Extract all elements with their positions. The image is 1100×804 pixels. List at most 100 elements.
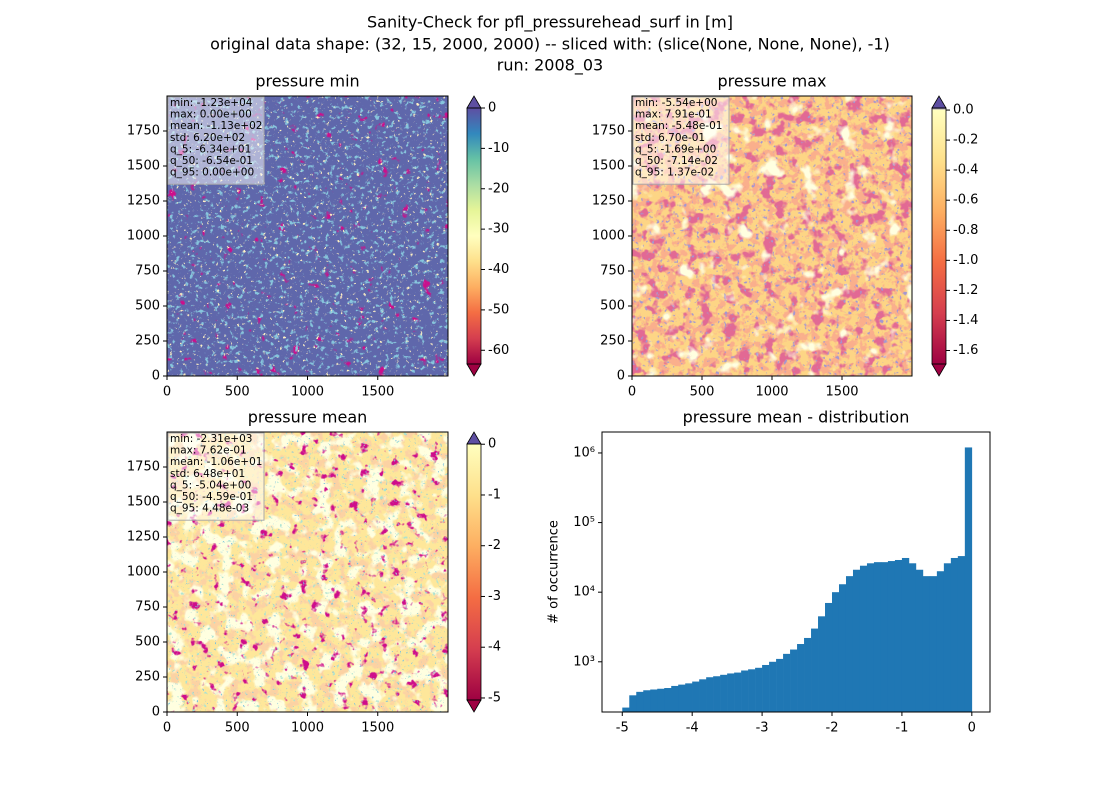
y-tick-label: 500 — [135, 299, 160, 314]
colorbar-tick-label: -40 — [488, 262, 509, 277]
stats-line: min: -2.31e+03 — [170, 433, 252, 445]
colorbar-tick-label: -1.0 — [953, 253, 978, 268]
y-tick-label: 1750 — [592, 124, 625, 139]
colorbar — [467, 444, 481, 700]
y-axis-label: # of occurrence — [547, 520, 562, 624]
hist-bar — [671, 685, 679, 712]
stats-line: q_5: -5.04e+00 — [170, 479, 251, 491]
hist-bar — [832, 592, 840, 712]
x-tick-label: 0 — [628, 385, 636, 400]
x-tick-label: -4 — [686, 721, 699, 736]
hist-bar — [720, 674, 728, 712]
hist-bar — [706, 677, 714, 712]
y-tick-label: 1750 — [127, 460, 160, 475]
x-tick-label: 1500 — [361, 721, 394, 736]
y-tick-label: 750 — [135, 600, 160, 615]
y-tick-label: 1500 — [592, 159, 625, 174]
hist-bar — [901, 557, 910, 712]
panel-title: pressure mean - distribution — [683, 408, 910, 427]
hist-bar — [769, 661, 777, 712]
colorbar-tick-label: 0 — [488, 101, 496, 116]
hist-bar — [964, 447, 973, 712]
stats-line: q_95: 0.00e+00 — [170, 167, 254, 179]
hist-bar — [866, 563, 875, 712]
x-tick-label: 0 — [163, 385, 171, 400]
stats-line: std: 6.20e+02 — [170, 132, 245, 144]
x-tick-label: -1 — [895, 721, 908, 736]
colorbar-tick-label: -10 — [488, 141, 509, 156]
colorbar-tick-label: -0.2 — [953, 133, 978, 148]
stats-line: q_50: -4.59e-01 — [170, 491, 253, 503]
panel-title: pressure mean — [248, 408, 368, 427]
colorbar-tick-label: -20 — [488, 181, 509, 196]
hist-bar — [845, 576, 854, 712]
hist-bar — [783, 653, 791, 712]
hist-bar — [915, 569, 924, 712]
y-tick-label: 1500 — [127, 159, 160, 174]
hist-bar — [825, 602, 833, 712]
y-tick-label: 0 — [617, 369, 625, 384]
hist-bar — [664, 688, 672, 712]
x-tick-label: 1500 — [361, 385, 394, 400]
hist-bar — [636, 691, 644, 712]
y-tick-label: 1750 — [127, 124, 160, 139]
y-tick-label: 250 — [600, 334, 625, 349]
colorbar-tick-label: -0.4 — [953, 163, 978, 178]
hist-bar — [957, 556, 966, 712]
colorbar-tick-label: 0 — [488, 437, 496, 452]
y-tick-label: 1250 — [592, 194, 625, 209]
y-tick-label: 500 — [600, 299, 625, 314]
hist-bar — [643, 690, 651, 712]
y-tick-label: 0 — [152, 705, 160, 720]
y-tick-label: 500 — [135, 635, 160, 650]
stats-line: max: 7.62e-01 — [170, 445, 247, 457]
stats-line: q_5: -6.34e+01 — [170, 143, 251, 155]
stats-line: min: -5.54e+00 — [635, 97, 717, 109]
y-tick-label: 1250 — [127, 530, 160, 545]
colorbar-tick-label: -1.2 — [953, 283, 978, 298]
stats-line: q_50: -7.14e-02 — [635, 155, 718, 167]
x-tick-label: 500 — [690, 385, 715, 400]
panel-title: pressure max — [717, 72, 826, 91]
x-tick-label: 0 — [968, 721, 976, 736]
colorbar-tick-label: -0.8 — [953, 223, 978, 238]
colorbar-tick-label: -1.6 — [953, 343, 978, 358]
colorbar-tick-label: -3 — [488, 589, 501, 604]
hist-bar — [922, 576, 931, 712]
hist-bar — [790, 649, 798, 712]
hist-bar — [762, 664, 770, 712]
x-tick-label: 0 — [163, 721, 171, 736]
colorbar-frame — [466, 107, 482, 365]
colorbar-tick-label: -30 — [488, 222, 509, 237]
y-tick-label: 250 — [135, 334, 160, 349]
stats-line: mean: -1.06e+01 — [170, 456, 262, 468]
stats-line: mean: -1.13e+02 — [170, 120, 262, 132]
x-tick-label: -5 — [616, 721, 629, 736]
hist-bar — [622, 707, 630, 712]
x-tick-label: -2 — [826, 721, 839, 736]
suptitle: Sanity-Check for pfl_pressurehead_surf i… — [367, 13, 733, 33]
stats-line: max: 7.91e-01 — [635, 109, 712, 121]
y-tick-label: 750 — [600, 264, 625, 279]
colorbar-tick-label: -0.6 — [953, 193, 978, 208]
x-tick-label: -3 — [756, 721, 769, 736]
hist-bar — [797, 644, 805, 712]
hist-bar — [811, 628, 819, 712]
stats-line: q_50: -6.54e-01 — [170, 155, 253, 167]
colorbar-tick-label: -5 — [488, 690, 501, 705]
stats-line: q_95: 1.37e-02 — [635, 167, 714, 179]
y-tick-label: 10⁴ — [573, 585, 595, 600]
hist-bar — [678, 684, 686, 712]
y-tick-label: 750 — [135, 264, 160, 279]
hist-bar — [755, 667, 763, 712]
stats-line: q_95: 4.48e-03 — [170, 503, 249, 515]
suptitle: original data shape: (32, 15, 2000, 2000… — [210, 35, 890, 54]
hist-bar — [894, 559, 903, 712]
hist-bar — [950, 557, 959, 712]
hist-bar — [818, 616, 826, 712]
hist-bar — [776, 658, 784, 712]
y-tick-label: 250 — [135, 670, 160, 685]
y-tick-label: 10⁵ — [573, 515, 595, 530]
y-tick-label: 1500 — [127, 495, 160, 510]
hist-bar — [699, 679, 707, 712]
